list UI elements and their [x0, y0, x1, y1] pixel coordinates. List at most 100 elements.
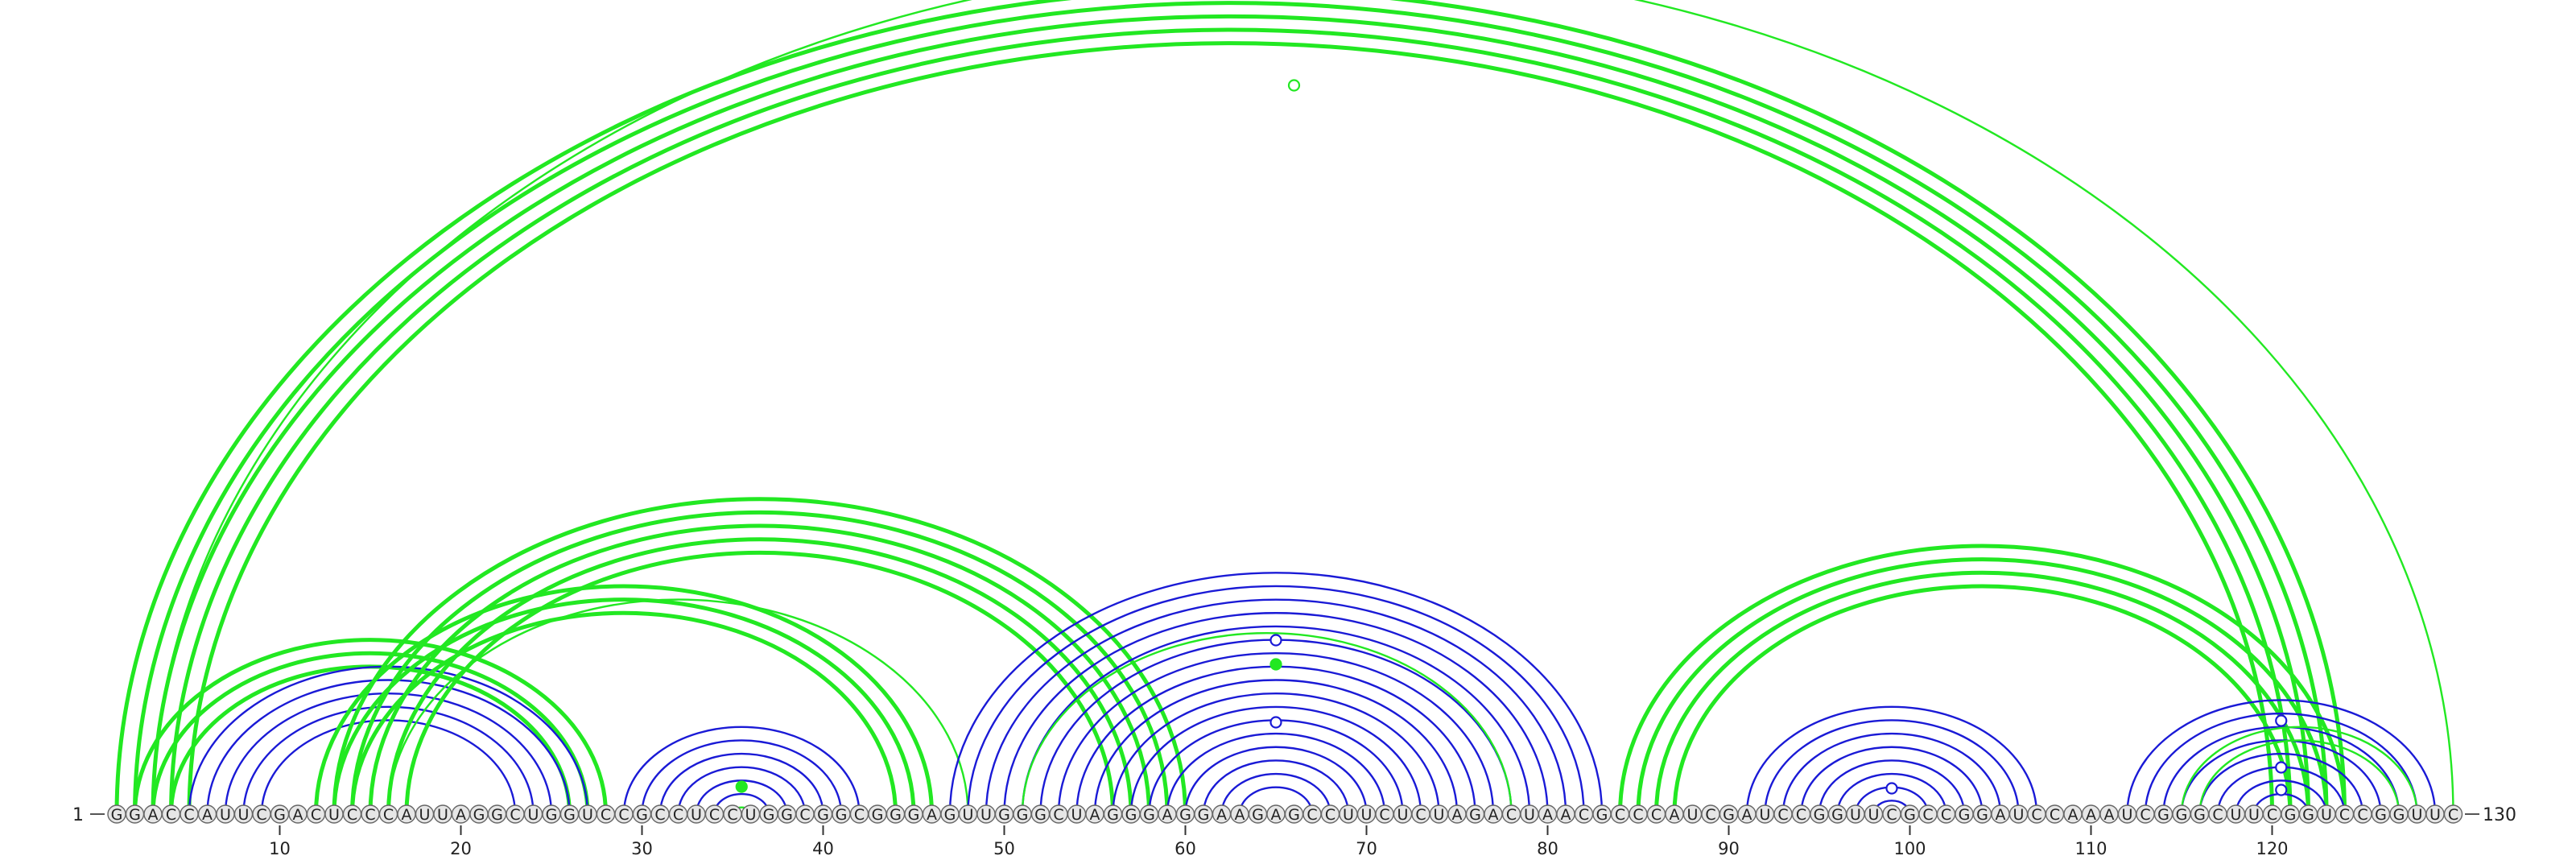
base-pair-arc-92-106	[1764, 719, 2020, 815]
base-pair-arc-96-102	[1836, 772, 1947, 815]
base-pair-arc-115-126	[2180, 739, 2382, 815]
nucleotide-letter-71: C	[1379, 806, 1389, 824]
nucleotide-letter-1: G	[111, 806, 123, 824]
nucleotide-letter-119: U	[2248, 806, 2260, 824]
nucleotide-letter-82: C	[1579, 806, 1589, 824]
base-pair-arc-115-128	[2180, 726, 2418, 815]
nucleotide-letter-38: G	[781, 806, 793, 824]
base-pair-arc-63-67	[1238, 786, 1314, 815]
tick-label-70: 70	[1356, 839, 1377, 857]
nucleotide-letter-94: C	[1796, 806, 1806, 824]
base-pair-arc-9-23	[260, 719, 517, 815]
nucleotide-letter-65: A	[1271, 806, 1282, 824]
nucleotide-letter-39: C	[799, 806, 810, 824]
nucleotide-letter-110: A	[2086, 806, 2096, 824]
nucleotide-letter-123: U	[2321, 806, 2332, 824]
loop-marker-8	[2275, 784, 2288, 796]
nucleotide-letter-47: G	[944, 806, 956, 824]
base-pair-arc-8-24	[242, 705, 535, 815]
nucleotide-letter-73: C	[1415, 806, 1426, 824]
nucleotide-letter-102: C	[1941, 806, 1951, 824]
nucleotide-letter-69: U	[1343, 806, 1354, 824]
nucleotide-letter-78: C	[1506, 806, 1517, 824]
base-pair-arc-57-73	[1129, 705, 1422, 815]
nucleotide-letter-95: G	[1814, 806, 1826, 824]
base-pair-arc-50-80	[1003, 612, 1549, 815]
nucleotide-letter-103: G	[1959, 806, 1971, 824]
nucleotide-letter-75: A	[1452, 806, 1463, 824]
nucleotide-letter-63: A	[1235, 806, 1245, 824]
nucleotide-letter-104: G	[1976, 806, 1988, 824]
nucleotide-letter-127: G	[2393, 806, 2405, 824]
nucleotide-letter-99: C	[1886, 806, 1897, 824]
base-pair-arc-17-56	[404, 550, 1115, 815]
base-pair-arc-61-69	[1202, 759, 1350, 815]
nucleotide-letter-117: C	[2212, 806, 2223, 824]
nucleotide-letter-87: A	[1670, 806, 1680, 824]
nucleotide-letter-8: U	[238, 806, 250, 824]
nucleotide-letter-101: C	[1922, 806, 1933, 824]
nucleotide-letter-25: G	[546, 806, 558, 824]
base-pair-arc-56-74	[1112, 692, 1440, 815]
position-ticks: 10 20 30 40 50 60 70 80 90 100 110 120	[269, 825, 2289, 858]
nucleotide-letter-97: U	[1850, 806, 1861, 824]
nucleotide-letter-7: U	[220, 806, 231, 824]
nucleotide-letter-64: G	[1252, 806, 1264, 824]
nucleotide-letter-114: G	[2157, 806, 2169, 824]
nucleotide-letter-72: U	[1397, 806, 1409, 824]
nucleotide-letter-129: U	[2429, 806, 2441, 824]
nucleotide-letter-44: G	[890, 806, 902, 824]
nucleotide-letter-59: A	[1162, 806, 1173, 824]
nucleotide-letter-51: G	[1017, 806, 1029, 824]
nucleotide-letter-66: G	[1288, 806, 1300, 824]
loop-markers	[735, 79, 2288, 796]
base-pair-arc-4-121	[169, 27, 2293, 815]
nucleotide-letter-80: A	[1542, 806, 1553, 824]
loop-marker-6	[2275, 714, 2288, 727]
base-pair-arc-31-40	[658, 752, 824, 815]
nucleotide-letter-50: G	[998, 806, 1010, 824]
nucleotide-letter-31: C	[654, 806, 665, 824]
nucleotide-letter-33: U	[691, 806, 702, 824]
nucleotide-letter-49: U	[980, 806, 992, 824]
base-pair-arc-2-28	[133, 638, 608, 815]
nucleotide-letter-34: C	[709, 806, 720, 824]
nucleotide-letter-67: C	[1307, 806, 1317, 824]
nucleotide-letter-105: A	[1996, 806, 2006, 824]
nucleotide-letter-54: U	[1071, 806, 1083, 824]
base-pair-arc-62-68	[1220, 772, 1331, 815]
nucleotide-letter-128: U	[2412, 806, 2423, 824]
base-pair-arc-86-122	[1654, 570, 2310, 815]
base-pair-arc-53-77	[1057, 652, 1495, 815]
base-pair-arc-14-44	[350, 610, 898, 815]
nucleotide-letter-118: U	[2231, 806, 2242, 824]
base-pair-arc-49-81	[985, 598, 1567, 815]
base-pair-arc-112-129	[2126, 699, 2437, 815]
nucleotide-letter-19: U	[437, 806, 448, 824]
tick-label-20: 20	[450, 839, 472, 857]
tick-label-10: 10	[269, 839, 291, 857]
nucleotide-letter-79: U	[1524, 806, 1535, 824]
tick-label-50: 50	[993, 839, 1015, 857]
nucleotide-letter-77: A	[1488, 806, 1499, 824]
tick-label-120: 120	[2256, 839, 2288, 857]
nucleotide-letter-30: G	[636, 806, 648, 824]
base-pair-arc-114-127	[2162, 726, 2401, 815]
base-pair-arc-3-122	[151, 14, 2310, 815]
base-pair-arc-47-83	[948, 572, 1604, 815]
nucleotide-letter-20: A	[456, 806, 466, 824]
nucleotide-letter-96: G	[1831, 806, 1843, 824]
nucleotide-letter-84: C	[1615, 806, 1625, 824]
base-pair-arc-48-82	[967, 585, 1585, 815]
nucleotide-letter-9: C	[256, 806, 266, 824]
nucleotide-letter-93: C	[1777, 806, 1788, 824]
base-pair-arc-87-121	[1672, 584, 2293, 815]
nucleotide-letter-16: C	[383, 806, 394, 824]
tick-label-40: 40	[812, 839, 834, 857]
nucleotide-letter-125: C	[2357, 806, 2368, 824]
base-pair-arc-32-39	[677, 766, 807, 815]
nucleotide-letter-112: U	[2122, 806, 2133, 824]
nucleotide-letter-42: C	[854, 806, 865, 824]
nucleotide-letter-18: U	[419, 806, 431, 824]
